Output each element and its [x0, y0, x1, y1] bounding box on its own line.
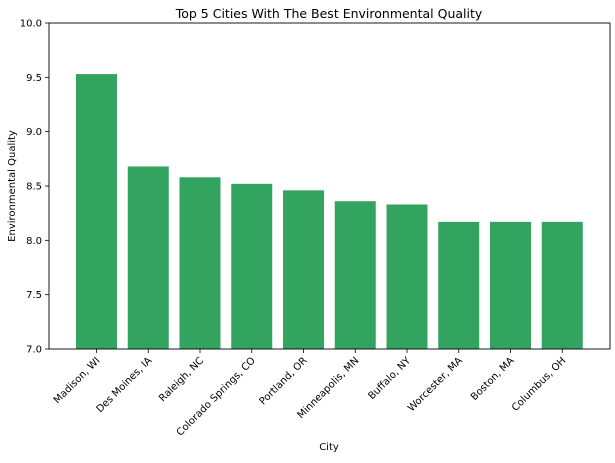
bar — [179, 177, 221, 349]
x-tick-label: Des Moines, IA — [95, 355, 155, 415]
bar — [438, 221, 480, 349]
y-tick-label: 9.5 — [26, 73, 42, 84]
y-tick-label: 7.5 — [26, 290, 42, 301]
x-axis-label: City — [319, 442, 339, 453]
bar — [386, 204, 428, 349]
bar — [76, 74, 117, 349]
x-tick-label: Portland, OR — [258, 355, 310, 407]
bar — [283, 190, 324, 349]
x-tick-label: Boston, MA — [469, 355, 517, 403]
x-tick-label: Raleigh, NC — [157, 355, 206, 404]
chart-title: Top 5 Cities With The Best Environmental… — [175, 6, 483, 21]
x-tick-label: Madison, WI — [52, 355, 103, 406]
y-tick-label: 8.0 — [26, 236, 42, 247]
y-tick-label: 9.0 — [26, 127, 42, 138]
bar — [231, 183, 273, 349]
bar — [127, 166, 169, 349]
bars-group — [76, 74, 583, 349]
y-tick-label: 7.0 — [26, 345, 42, 356]
y-tick-label: 10.0 — [20, 19, 42, 30]
x-tick-label: Worcester, MA — [406, 355, 465, 414]
bar — [541, 221, 583, 349]
x-tick-label: Buffalo, NY — [366, 355, 413, 402]
x-tick-label: Columbus, OH — [510, 355, 568, 413]
plot-area — [48, 22, 611, 350]
y-axis: 7.0 7.5 8.0 8.5 9.0 9.5 10.0 — [20, 19, 49, 356]
bar — [334, 201, 376, 349]
y-tick-label: 8.5 — [26, 182, 42, 193]
bar — [490, 221, 531, 349]
y-axis-label: Environmental Quality — [7, 130, 18, 242]
